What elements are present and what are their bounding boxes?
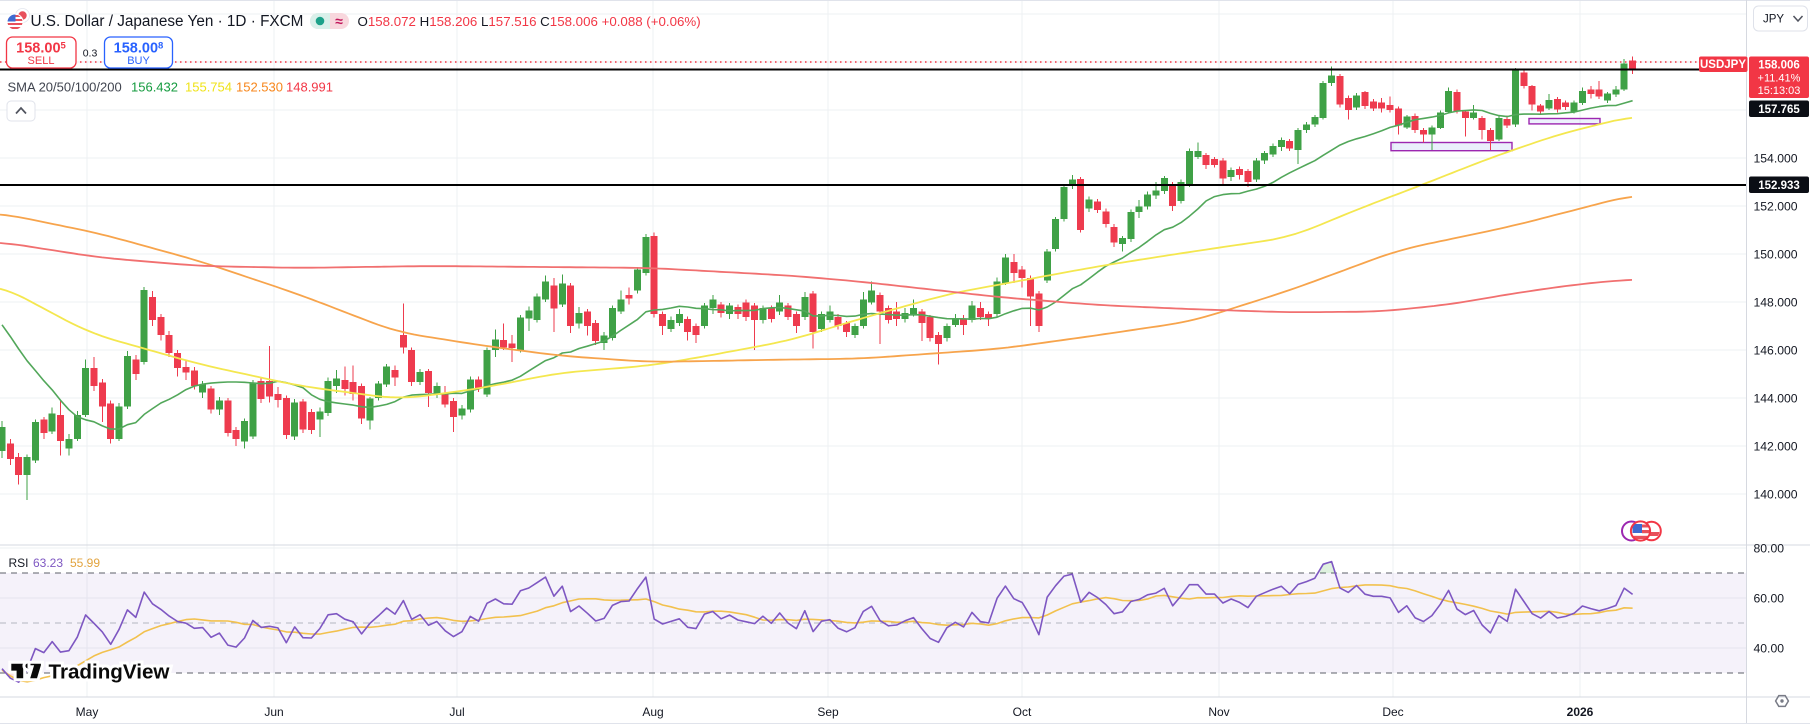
svg-text:Sep: Sep: [817, 705, 839, 719]
svg-text:152.933: 152.933: [1758, 180, 1800, 192]
svg-text:O158.072 H158.206 L157.516 C15: O158.072 H158.206 L157.516 C158.006 +0.0…: [358, 14, 701, 29]
svg-text:TradingView: TradingView: [49, 661, 171, 684]
svg-text:0.3: 0.3: [83, 48, 98, 60]
svg-text:144.000: 144.000: [1754, 392, 1798, 406]
svg-text:40.00: 40.00: [1754, 642, 1785, 656]
svg-text:154.000: 154.000: [1754, 152, 1798, 166]
svg-text:155.754: 155.754: [185, 80, 232, 95]
svg-text:2026: 2026: [1567, 705, 1594, 719]
svg-text:USDJPY: USDJPY: [1700, 59, 1746, 71]
svg-text:Aug: Aug: [642, 705, 663, 719]
svg-text:+11.41%: +11.41%: [1758, 73, 1801, 85]
svg-text:SELL: SELL: [28, 55, 55, 67]
svg-text:Dec: Dec: [1382, 705, 1403, 719]
svg-text:158.006: 158.006: [1758, 60, 1800, 72]
svg-text:142.000: 142.000: [1754, 440, 1798, 454]
svg-text:JPY: JPY: [1763, 14, 1784, 26]
svg-text:BUY: BUY: [127, 55, 150, 67]
svg-text:148.000: 148.000: [1754, 296, 1798, 310]
svg-text:150.000: 150.000: [1754, 248, 1798, 262]
svg-text:15:13:03: 15:13:03: [1758, 85, 1801, 97]
svg-text:RSI: RSI: [9, 556, 29, 570]
svg-text:148.991: 148.991: [286, 80, 333, 95]
svg-text:152.000: 152.000: [1754, 200, 1798, 214]
svg-text:≈: ≈: [335, 13, 343, 29]
svg-text:May: May: [76, 705, 99, 719]
svg-text:63.23: 63.23: [33, 556, 63, 570]
svg-text:55.99: 55.99: [70, 556, 100, 570]
svg-text:80.00: 80.00: [1754, 542, 1785, 556]
svg-text:Oct: Oct: [1013, 705, 1032, 719]
svg-text:146.000: 146.000: [1754, 344, 1798, 358]
svg-text:152.530: 152.530: [236, 80, 283, 95]
svg-text:Nov: Nov: [1208, 705, 1229, 719]
svg-text:158.005: 158.005: [16, 41, 66, 57]
svg-text:Jul: Jul: [449, 705, 464, 719]
svg-text:Jun: Jun: [264, 705, 283, 719]
svg-text:SMA 20/50/100/200: SMA 20/50/100/200: [8, 80, 122, 95]
svg-text:60.00: 60.00: [1754, 592, 1785, 606]
svg-text:U.S. Dollar / Japanese Yen · 1: U.S. Dollar / Japanese Yen · 1D · FXCM: [31, 13, 304, 30]
svg-text:140.000: 140.000: [1754, 488, 1798, 502]
svg-text:158.008: 158.008: [114, 41, 164, 57]
svg-text:156.432: 156.432: [131, 80, 178, 95]
svg-text:157.765: 157.765: [1758, 104, 1800, 116]
